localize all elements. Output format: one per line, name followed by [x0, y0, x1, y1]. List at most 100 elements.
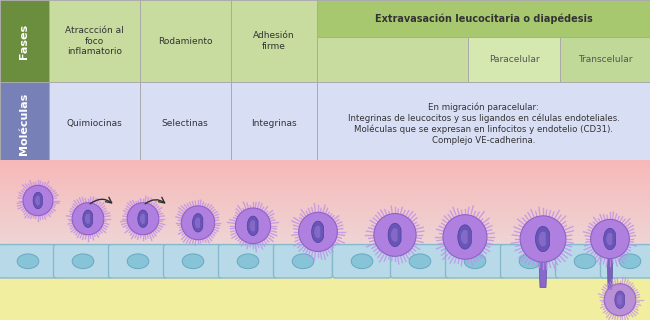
Bar — [0, 207, 650, 209]
Bar — [0, 167, 650, 169]
Polygon shape — [311, 221, 324, 243]
Bar — [0, 252, 650, 254]
Bar — [0, 269, 650, 272]
Bar — [0, 228, 650, 229]
Bar — [0, 187, 650, 189]
Text: Atraccción al
foco
inflamatorio: Atraccción al foco inflamatorio — [65, 26, 124, 56]
Polygon shape — [538, 235, 548, 288]
Polygon shape — [606, 233, 612, 245]
Ellipse shape — [410, 254, 431, 268]
Circle shape — [127, 203, 159, 235]
Bar — [0, 162, 650, 164]
Bar — [0, 183, 650, 185]
Bar — [0, 245, 650, 247]
Bar — [0, 158, 650, 160]
Bar — [0, 181, 650, 183]
Bar — [0, 251, 650, 253]
Bar — [49, 82, 140, 165]
Bar — [317, 0, 650, 37]
Bar — [0, 229, 650, 231]
Bar — [0, 168, 650, 170]
Bar — [49, 0, 140, 82]
Bar — [0, 232, 650, 234]
Bar — [0, 190, 650, 192]
Bar — [0, 199, 650, 201]
Bar — [0, 235, 650, 237]
Bar — [0, 193, 650, 195]
Bar — [0, 267, 650, 268]
Bar — [0, 203, 650, 205]
Bar — [0, 226, 650, 228]
Bar — [0, 268, 650, 270]
Bar — [0, 200, 650, 202]
FancyBboxPatch shape — [0, 244, 57, 278]
Bar — [0, 172, 650, 174]
Text: Rodamiento: Rodamiento — [158, 37, 213, 46]
Bar — [0, 255, 650, 257]
Bar — [0, 213, 650, 215]
Bar — [0, 188, 650, 190]
Bar — [0, 233, 650, 235]
Bar — [140, 82, 231, 165]
Bar — [468, 37, 560, 82]
Polygon shape — [195, 217, 200, 228]
Bar — [0, 174, 650, 176]
FancyBboxPatch shape — [500, 244, 560, 278]
Text: En migración paracelular:
Integrinas de leucocitos y sus ligandos en células end: En migración paracelular: Integrinas de … — [348, 103, 619, 145]
Bar — [0, 202, 650, 204]
Bar — [0, 241, 650, 243]
Text: Paracelular: Paracelular — [489, 55, 540, 64]
Ellipse shape — [619, 254, 641, 268]
Polygon shape — [539, 232, 546, 246]
Ellipse shape — [127, 254, 149, 268]
Bar — [0, 191, 650, 193]
Bar — [0, 225, 650, 227]
Text: Quimiocinas: Quimiocinas — [66, 119, 122, 128]
Circle shape — [604, 284, 636, 316]
Bar — [0, 210, 650, 212]
Bar — [0, 238, 650, 240]
Polygon shape — [247, 216, 258, 236]
Bar — [0, 212, 650, 213]
Bar — [0, 239, 650, 241]
Text: Selectinas: Selectinas — [162, 119, 209, 128]
Circle shape — [591, 220, 629, 259]
Polygon shape — [35, 196, 40, 205]
Bar — [0, 246, 650, 248]
Bar — [0, 249, 650, 251]
Bar — [0, 260, 650, 261]
Ellipse shape — [292, 254, 314, 268]
Bar — [0, 244, 650, 245]
Bar — [0, 180, 650, 182]
FancyBboxPatch shape — [556, 244, 614, 278]
Polygon shape — [85, 214, 90, 224]
Bar — [231, 82, 317, 165]
FancyBboxPatch shape — [601, 244, 650, 278]
Polygon shape — [536, 226, 549, 252]
Bar — [0, 165, 650, 167]
Polygon shape — [388, 223, 401, 247]
Ellipse shape — [72, 254, 94, 268]
FancyBboxPatch shape — [274, 244, 333, 278]
Circle shape — [181, 206, 214, 240]
Polygon shape — [458, 225, 471, 249]
Polygon shape — [604, 228, 616, 250]
Polygon shape — [617, 295, 622, 305]
Ellipse shape — [351, 254, 373, 268]
Bar — [0, 236, 650, 238]
Polygon shape — [192, 213, 203, 232]
Bar — [0, 204, 650, 206]
Polygon shape — [461, 230, 467, 244]
Bar — [0, 219, 650, 221]
FancyBboxPatch shape — [164, 244, 222, 278]
Bar — [0, 171, 650, 173]
Bar — [0, 264, 650, 266]
Bar — [0, 269, 650, 320]
Polygon shape — [140, 214, 145, 224]
Polygon shape — [607, 234, 613, 290]
Polygon shape — [83, 210, 92, 228]
Bar — [0, 230, 650, 232]
Polygon shape — [250, 220, 255, 231]
Bar — [0, 271, 650, 273]
Bar — [0, 159, 650, 162]
